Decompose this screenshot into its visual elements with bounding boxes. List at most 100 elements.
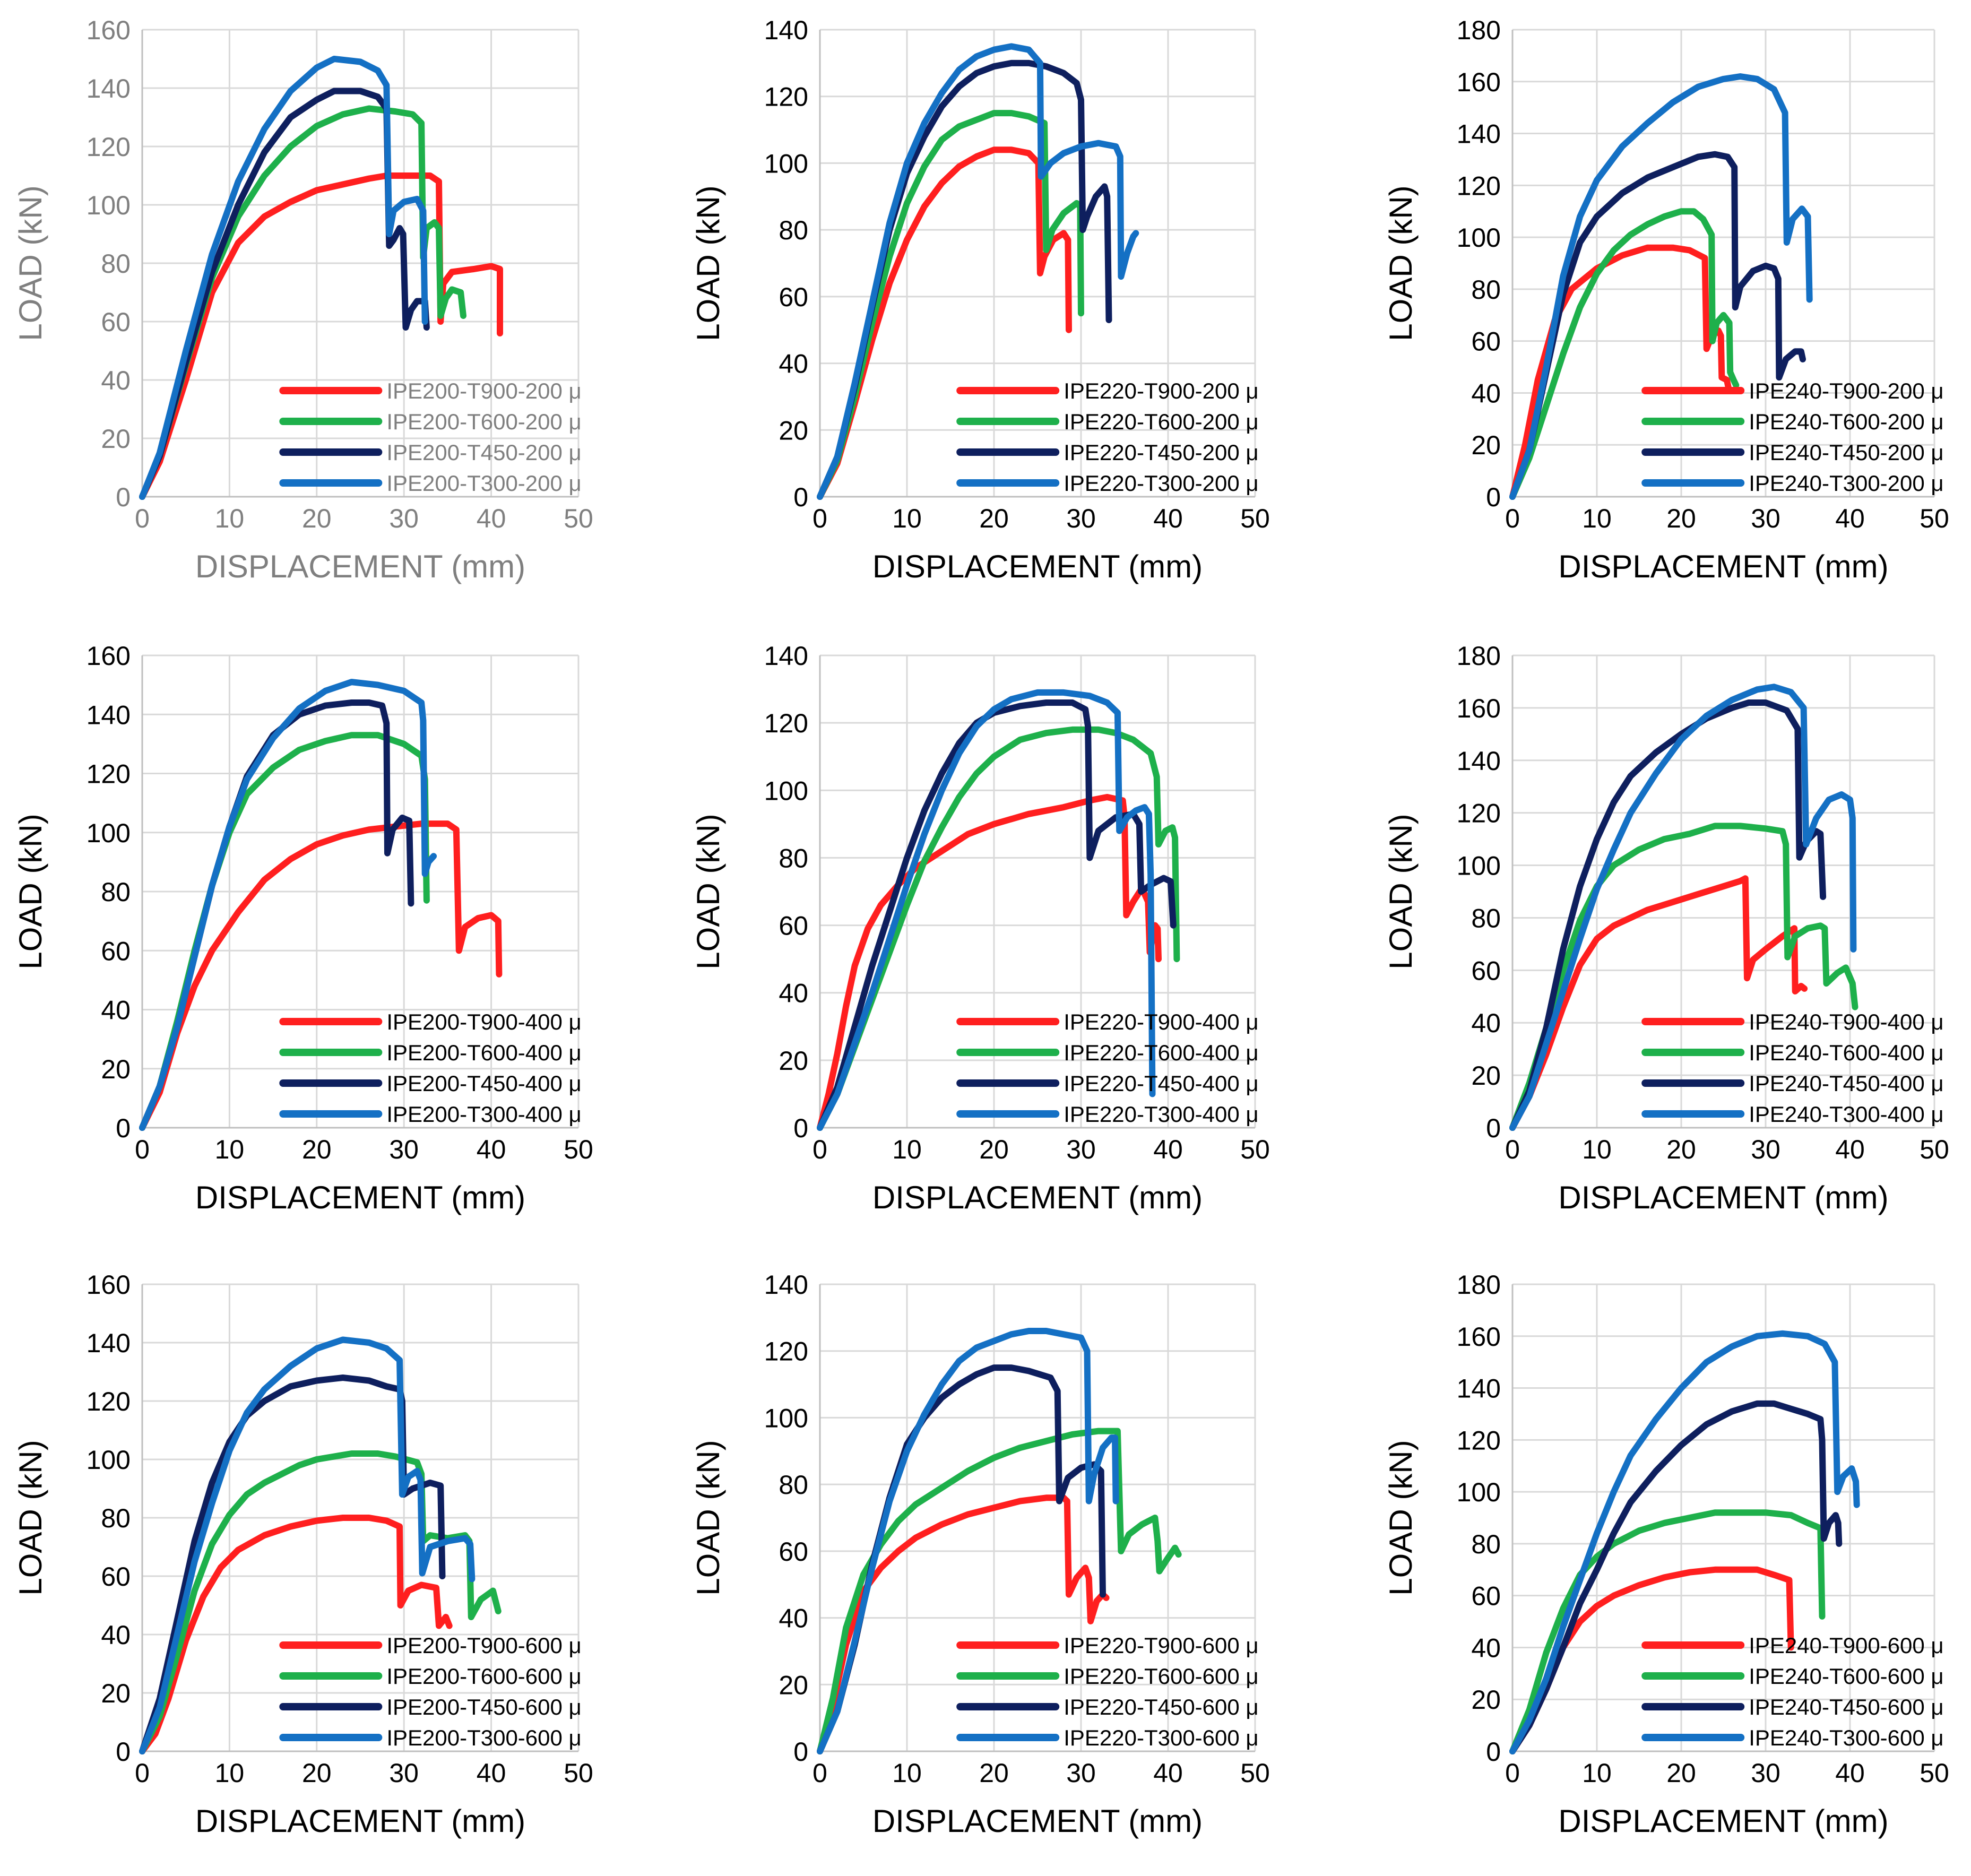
x-tick-label: 40 [477,1758,506,1788]
legend-label: IPE200-T600-600 μ [386,1664,581,1689]
x-axis-title: DISPLACEMENT (mm) [872,1180,1203,1215]
y-tick-label: 140 [1457,746,1501,776]
series-line [1509,208,1740,500]
y-tick-label: 20 [779,1046,808,1076]
x-tick-label: 20 [1666,1758,1696,1788]
y-tick-label: 160 [87,641,131,671]
y-tick-label: 160 [1457,694,1501,723]
y-tick-label: 20 [1471,1061,1501,1091]
y-tick-label: 160 [87,15,131,45]
y-tick-label: 20 [1471,1685,1501,1715]
y-tick-label: 40 [779,349,808,379]
legend-label: IPE220-T900-600 μ [1064,1633,1258,1658]
chart-panel-8: 0 10 20 30 40 50 0 20 40 60 80 100 120 140 DISPLACEMEN… [690,1270,1270,1839]
x-tick-label: 30 [1751,1135,1780,1164]
y-tick-label: 100 [1457,1477,1501,1507]
x-tick-label: 20 [302,1758,332,1788]
legend-label: IPE220-T600-200 μ [1064,409,1258,434]
x-tick-label: 10 [892,504,922,533]
y-tick-label: 40 [101,366,131,395]
x-tick-label: 40 [1835,1758,1865,1788]
chart-panel-3: 0 10 20 30 40 50 0 20 40 60 80 100 120 140 160 180 DISPL… [1383,15,1949,584]
x-tick-label: 50 [1240,1135,1270,1164]
x-tick-label: 10 [215,1135,245,1164]
series-line [1509,151,1806,500]
y-tick-label: 120 [87,1387,131,1416]
x-axis-title: DISPLACEMENT (mm) [195,1803,525,1839]
y-tick-label: 100 [764,1403,808,1433]
y-tick-label: 160 [1457,67,1501,97]
y-tick-label: 140 [764,1270,808,1300]
y-tick-label: 60 [779,282,808,312]
y-tick-label: 40 [101,996,131,1025]
series-line [817,146,1072,500]
y-tick-label: 140 [764,641,808,671]
x-tick-label: 40 [1835,504,1865,533]
x-tick-label: 30 [1066,1135,1096,1164]
y-tick-label: 120 [87,132,131,162]
series-line [817,1364,1106,1754]
legend-label: IPE240-T300-600 μ [1749,1725,1943,1750]
x-tick-label: 50 [1240,504,1270,533]
x-axis-title: DISPLACEMENT (mm) [1558,1803,1888,1839]
x-tick-label: 20 [979,504,1009,533]
legend-label: IPE200-T900-400 μ [386,1009,581,1034]
x-tick-label: 20 [1666,504,1696,533]
y-tick-label: 20 [101,1679,131,1708]
x-axis-title: DISPLACEMENT (mm) [872,1803,1203,1839]
x-tick-label: 0 [812,1758,827,1788]
x-tick-label: 40 [1153,1758,1183,1788]
y-tick-label: 0 [1486,1737,1501,1767]
y-tick-label: 120 [764,82,808,112]
legend-label: IPE200-T900-600 μ [386,1633,581,1658]
y-tick-label: 100 [764,149,808,178]
x-tick-label: 20 [979,1135,1009,1164]
legend-label: IPE200-T600-200 μ [386,409,581,434]
legend-label: IPE220-T450-400 μ [1064,1071,1258,1096]
x-axis-title: DISPLACEMENT (mm) [195,549,525,584]
x-tick-label: 10 [1582,1758,1612,1788]
series-line [139,88,430,500]
series-line [817,794,1162,1131]
y-tick-label: 80 [779,843,808,873]
legend-label: IPE220-T900-200 μ [1064,378,1258,403]
y-tick-label: 120 [1457,799,1501,828]
x-tick-label: 0 [1505,504,1520,533]
x-axis-title: DISPLACEMENT (mm) [195,1180,525,1215]
x-tick-label: 0 [812,504,827,533]
legend-label: IPE200-T900-200 μ [386,378,581,403]
x-tick-label: 30 [389,1135,419,1164]
series-line [817,1328,1119,1754]
y-tick-label: 140 [1457,1374,1501,1404]
y-tick-label: 80 [1471,1529,1501,1559]
series-line [817,689,1156,1131]
y-tick-label: 180 [1457,641,1501,671]
x-tick-label: 50 [1920,1135,1949,1164]
x-tick-label: 40 [1153,504,1183,533]
y-axis-title: LOAD (kN) [690,814,726,969]
y-tick-label: 40 [779,1604,808,1633]
x-axis-title: DISPLACEMENT (mm) [1558,549,1888,584]
y-tick-label: 0 [793,1113,808,1143]
y-tick-label: 0 [793,1737,808,1767]
x-tick-label: 30 [1066,504,1096,533]
y-tick-label: 120 [1457,171,1501,201]
x-tick-label: 0 [135,1135,150,1164]
legend-label: IPE240-T600-200 μ [1749,409,1943,434]
series-line [817,43,1139,500]
y-tick-label: 100 [87,818,131,848]
x-tick-label: 40 [477,1135,506,1164]
y-tick-label: 140 [87,74,131,103]
y-tick-label: 160 [1457,1322,1501,1352]
y-tick-label: 60 [1471,956,1501,985]
y-axis-title: LOAD (kN) [1383,814,1419,969]
legend-label: IPE220-T600-600 μ [1064,1664,1258,1689]
legend-label: IPE240-T600-400 μ [1749,1040,1943,1065]
x-tick-label: 40 [477,504,506,533]
x-axis-title: DISPLACEMENT (mm) [872,549,1203,584]
chart-panel-6: 0 10 20 30 40 50 0 20 40 60 80 100 120 140 160 180 DISPL… [1383,641,1949,1215]
y-tick-label: 120 [764,708,808,738]
series-line [1509,1400,1843,1754]
series-line [139,679,437,1131]
y-axis-title: LOAD (kN) [13,1440,48,1595]
